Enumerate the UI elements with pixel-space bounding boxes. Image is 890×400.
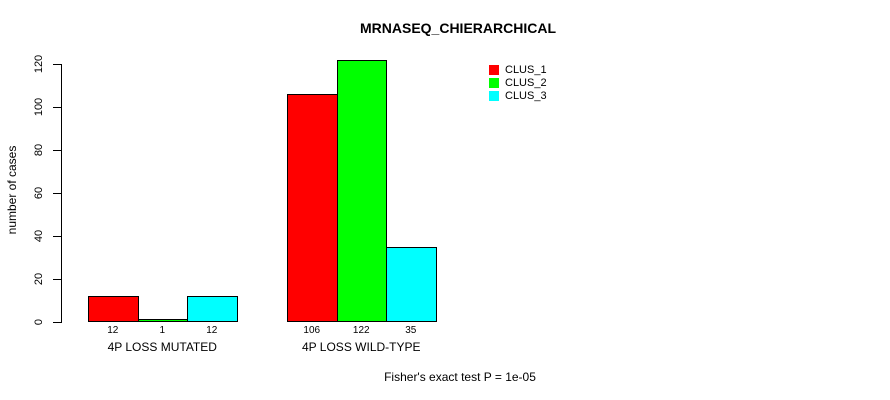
- bar-value-label: 12: [206, 325, 218, 336]
- bar-clus_3-group2: [386, 247, 437, 322]
- bar-clus_2-group2: [336, 60, 387, 322]
- bar-value-label: 106: [303, 325, 321, 336]
- legend-swatch-clus_2: [489, 78, 499, 88]
- y-axis-tick: [53, 236, 61, 237]
- y-axis-tick: [53, 322, 61, 323]
- y-axis-title: number of cases: [5, 145, 19, 235]
- bar-value-label: 35: [405, 325, 417, 336]
- bar-clus_1-group2: [287, 94, 338, 322]
- chart-title: MRNASEQ_CHIERARCHICAL: [359, 20, 557, 36]
- bar-value-label: 122: [352, 325, 370, 336]
- legend-swatch-clus_1: [489, 65, 499, 75]
- y-axis-tick-label: 80: [33, 143, 45, 157]
- y-axis-tick-label: 100: [33, 97, 45, 117]
- bar-clus_3-group1: [187, 296, 238, 322]
- legend-label-clus_1: CLUS_1: [505, 64, 547, 76]
- y-axis-tick: [53, 64, 61, 65]
- x-category-label: 4P LOSS WILD-TYPE: [302, 340, 421, 354]
- x-category-label: 4P LOSS MUTATED: [107, 340, 217, 354]
- y-axis-tick-label: 60: [33, 186, 45, 200]
- y-axis-tick: [53, 193, 61, 194]
- legend-label-clus_2: CLUS_2: [505, 77, 547, 89]
- y-axis-tick-label: 120: [33, 54, 45, 74]
- bar-clus_2-group1: [137, 319, 188, 322]
- y-axis-tick: [53, 279, 61, 280]
- y-axis-tick-label: 20: [33, 272, 45, 286]
- bar-value-label: 1: [159, 325, 166, 336]
- annotation-text: Fisher's exact test P = 1e-05: [384, 370, 536, 384]
- y-axis-tick: [53, 107, 61, 108]
- y-axis-tick-label: 0: [33, 318, 45, 326]
- bar-value-label: 12: [107, 325, 119, 336]
- legend-swatch-clus_3: [489, 91, 499, 101]
- y-axis-tick-label: 40: [33, 229, 45, 243]
- y-axis-tick: [53, 150, 61, 151]
- legend-label-clus_3: CLUS_3: [505, 90, 547, 102]
- bar-clus_1-group1: [88, 296, 139, 322]
- y-axis-line: [61, 64, 62, 323]
